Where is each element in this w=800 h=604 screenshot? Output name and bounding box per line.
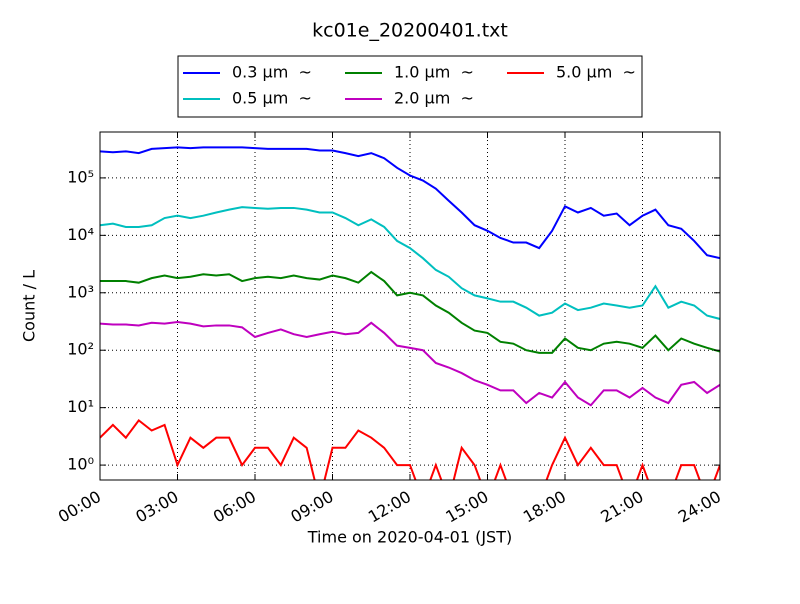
data-line [100, 320, 720, 407]
x-axis-label: Time on 2020-04-01 (JST) [307, 528, 512, 547]
legend-label: 0.5 μm ~ [232, 89, 312, 108]
y-tick-label: 10⁰ [67, 455, 94, 474]
y-tick-label: 10¹ [67, 397, 94, 416]
plot-lines [100, 146, 720, 480]
legend-label: 2.0 μm ~ [394, 89, 474, 108]
y-tick-label: 10⁴ [67, 225, 94, 244]
y-axis-label: Count / L [20, 270, 39, 342]
legend-label: 5.0 μm ~ [556, 63, 636, 82]
y-tick-label: 10⁵ [67, 167, 94, 186]
legend: 0.3 μm ~ 0.5 μm ~ 1.0 μm ~ 2.0 μm ~ 5.0 μm ~ [177, 55, 643, 118]
y-tick-label: 10³ [67, 282, 94, 301]
data-line [100, 146, 720, 260]
legend-label: 0.3 μm ~ [232, 63, 312, 82]
legend-box [177, 55, 643, 118]
data-line [100, 270, 720, 354]
chart-title: kc01e_20200401.txt [312, 20, 508, 42]
y-tick-label: 10² [67, 340, 94, 359]
data-line [100, 206, 720, 320]
data-line [100, 418, 720, 480]
legend-label: 1.0 μm ~ [394, 63, 474, 82]
